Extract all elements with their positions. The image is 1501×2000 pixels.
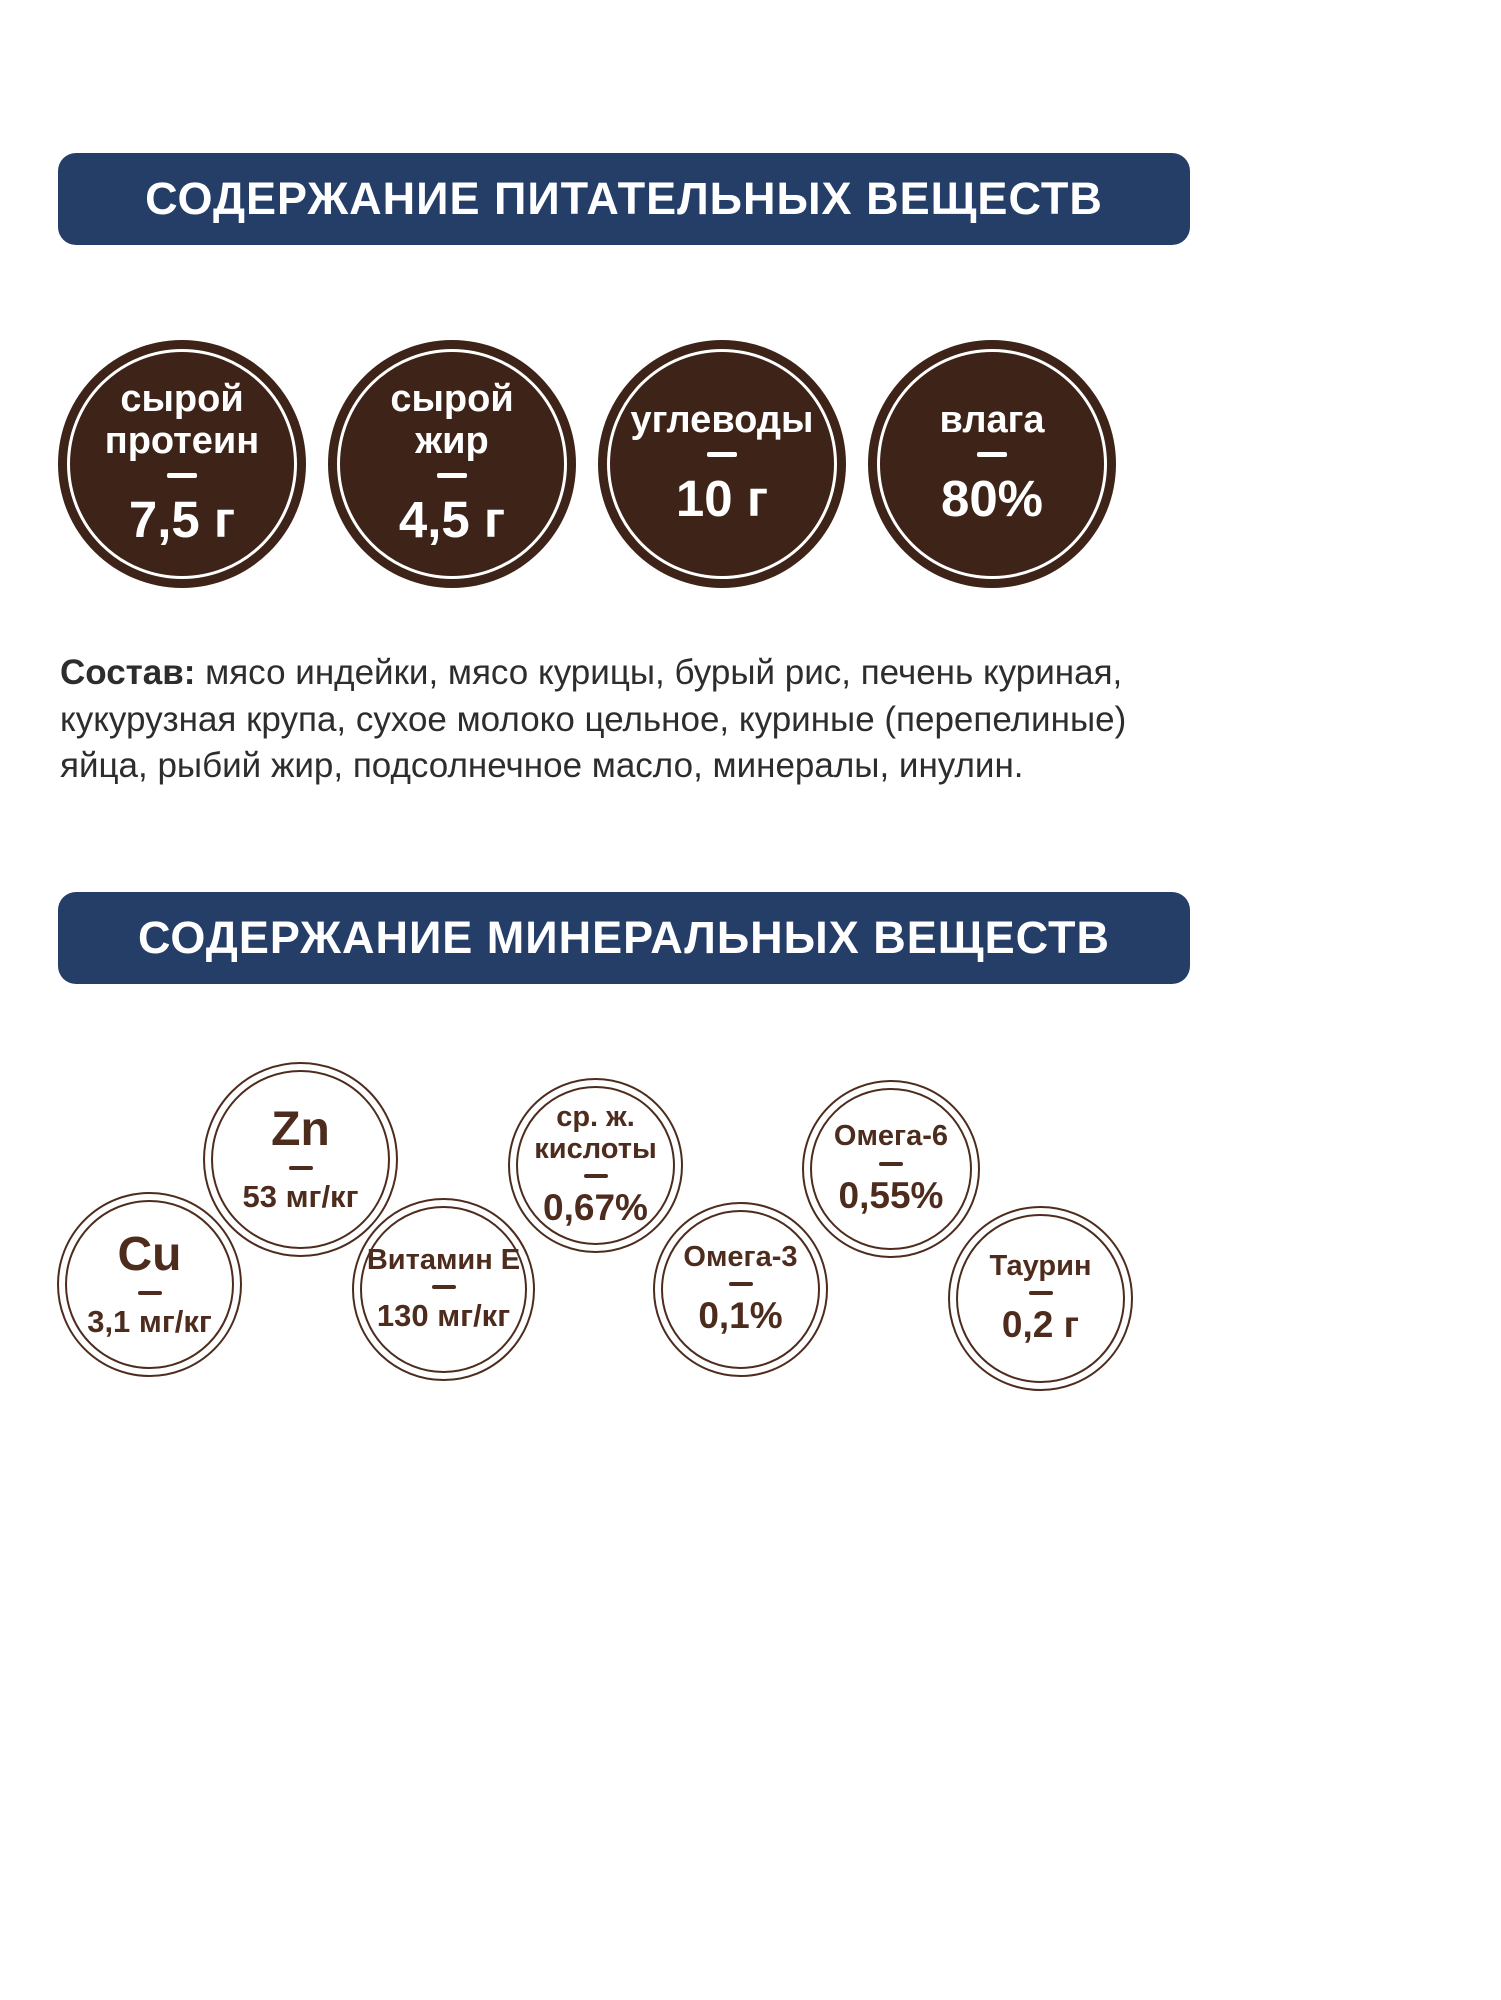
nutrient-circle-moisture: влага 80% xyxy=(868,340,1116,588)
mineral-value: 0,55% xyxy=(838,1174,944,1216)
mineral-circle-copper: Cu 3,1 мг/кг xyxy=(57,1192,242,1377)
mineral-name: Омега-6 xyxy=(833,1120,949,1153)
composition-text: мясо индейки, мясо курицы, бурый рис, пе… xyxy=(60,653,1127,786)
mineral-value: 0,67% xyxy=(543,1187,648,1229)
mineral-circle-omega6: Омега-6 0,55% xyxy=(802,1080,980,1258)
divider-dash xyxy=(1028,1291,1053,1296)
mineral-name: Таурин xyxy=(989,1249,1092,1283)
mineral-name-line2: кислоты xyxy=(534,1132,657,1165)
mineral-value: 0,1% xyxy=(698,1295,783,1337)
composition-label: Состав: xyxy=(60,653,196,692)
mineral-circle-zinc: Zn 53 мг/кг xyxy=(203,1062,398,1257)
nutrient-label: влага xyxy=(939,399,1045,442)
mineral-name-line1: Таурин xyxy=(989,1249,1092,1282)
nutrients-section-title: СОДЕРЖАНИЕ ПИТАТЕЛЬНЫХ ВЕЩЕСТВ xyxy=(145,173,1103,224)
divider-dash xyxy=(583,1174,608,1179)
mineral-name-line1: Омега-3 xyxy=(683,1240,798,1273)
mineral-value: 130 мг/кг xyxy=(376,1298,511,1334)
nutrient-label-line2: протеин xyxy=(104,420,260,462)
divider-dash xyxy=(137,1290,162,1295)
nutrient-label-line1: сырой xyxy=(120,378,244,421)
mineral-value: 3,1 мг/кг xyxy=(87,1303,212,1339)
nutrient-circle-protein: сырой протеин 7,5 г xyxy=(58,340,306,588)
nutrient-value: 4,5 г xyxy=(398,490,506,548)
minerals-section-title: СОДЕРЖАНИЕ МИНЕРАЛЬНЫХ ВЕЩЕСТВ xyxy=(138,912,1110,963)
nutrients-section-header: СОДЕРЖАНИЕ ПИТАТЕЛЬНЫХ ВЕЩЕСТВ xyxy=(58,153,1190,245)
divider-dash xyxy=(728,1282,753,1287)
nutrient-value: 7,5 г xyxy=(128,490,236,548)
nutrient-circle-fat: сырой жир 4,5 г xyxy=(328,340,576,588)
mineral-name-line1: Zn xyxy=(271,1103,330,1157)
mineral-name-line1: Омега-6 xyxy=(833,1120,949,1153)
nutrient-value: 10 г xyxy=(675,469,769,527)
mineral-circle-omega3: Омега-3 0,1% xyxy=(653,1202,828,1377)
nutrient-circle-carbs: углеводы 10 г xyxy=(598,340,846,588)
nutrient-label-line1: влага xyxy=(939,399,1045,442)
nutrient-label-line1: сырой xyxy=(390,378,514,421)
mineral-value: 0,2 г xyxy=(1001,1304,1080,1346)
mineral-name: Омега-3 xyxy=(683,1240,798,1274)
divider-dash xyxy=(167,472,197,478)
divider-dash xyxy=(879,1161,903,1166)
mineral-name-line1: Витамин Е xyxy=(366,1243,521,1276)
minerals-section-header: СОДЕРЖАНИЕ МИНЕРАЛЬНЫХ ВЕЩЕСТВ xyxy=(58,892,1190,984)
mineral-name: ср. ж. кислоты xyxy=(534,1100,657,1166)
divider-dash xyxy=(288,1165,313,1170)
mineral-circle-taurine: Таурин 0,2 г xyxy=(948,1206,1133,1391)
composition-paragraph: Состав: мясо индейки, мясо курицы, бурый… xyxy=(60,650,1155,790)
divider-dash xyxy=(431,1285,456,1290)
nutrient-label-line2: жир xyxy=(415,420,489,462)
nutrient-value: 80% xyxy=(940,469,1044,527)
divider-dash xyxy=(977,451,1007,457)
nutrient-label-line1: углеводы xyxy=(630,399,814,442)
mineral-circle-fatty-acids: ср. ж. кислоты 0,67% xyxy=(508,1078,683,1253)
mineral-name: Zn xyxy=(271,1103,330,1157)
mineral-circle-vitamin-e: Витамин Е 130 мг/кг xyxy=(352,1198,535,1381)
mineral-name: Витамин Е xyxy=(366,1243,521,1277)
divider-dash xyxy=(437,472,467,478)
nutrient-label: сырой жир xyxy=(390,378,514,463)
mineral-name-line1: ср. ж. xyxy=(556,1100,635,1133)
mineral-name-line1: Cu xyxy=(117,1228,182,1282)
nutrient-label: сырой протеин xyxy=(104,378,260,463)
mineral-value: 53 мг/кг xyxy=(242,1178,359,1214)
nutrient-label: углеводы xyxy=(630,399,814,442)
mineral-name: Cu xyxy=(117,1228,182,1282)
divider-dash xyxy=(707,451,737,457)
